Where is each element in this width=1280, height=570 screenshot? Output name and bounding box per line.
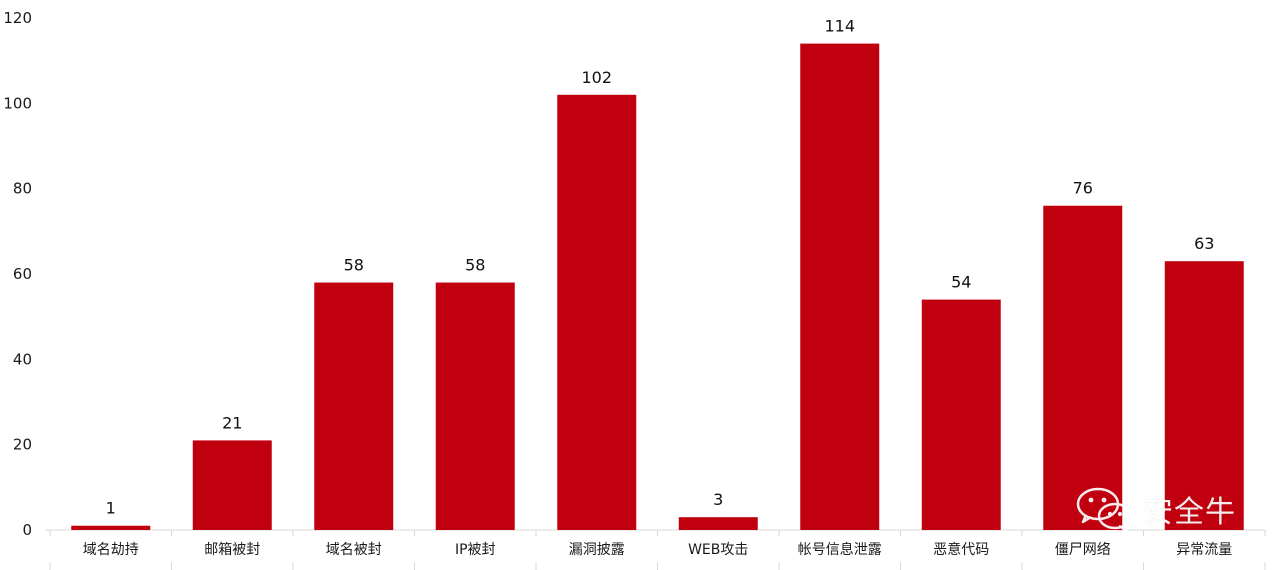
bar <box>192 440 272 530</box>
bar <box>800 43 880 530</box>
value-label: 76 <box>1073 179 1093 198</box>
category-label: 邮箱被封 <box>204 542 260 558</box>
bar <box>1043 205 1123 530</box>
value-label: 1 <box>106 499 116 518</box>
bar <box>71 525 151 530</box>
bar <box>678 517 758 530</box>
value-label: 102 <box>581 68 612 87</box>
category-label: 帐号信息泄露 <box>798 541 882 558</box>
value-label: 58 <box>465 256 485 275</box>
y-tick-label: 80 <box>13 180 32 198</box>
value-label: 21 <box>222 413 242 432</box>
bar <box>1164 261 1244 530</box>
category-label: WEB攻击 <box>688 542 748 558</box>
value-label: 54 <box>951 273 971 292</box>
bar <box>314 282 394 530</box>
y-tick-label: 40 <box>13 350 32 368</box>
value-label: 114 <box>824 17 855 36</box>
category-label: IP被封 <box>455 542 496 558</box>
category-label: 域名劫持 <box>83 542 139 558</box>
y-tick-label: 60 <box>13 265 32 283</box>
y-tick-label: 120 <box>3 9 32 27</box>
value-label: 63 <box>1194 234 1214 253</box>
value-label: 58 <box>344 256 364 275</box>
category-label: 域名被封 <box>326 542 382 558</box>
y-tick-label: 20 <box>13 436 32 454</box>
y-tick-label: 0 <box>22 521 32 539</box>
category-label: 漏洞披露 <box>569 542 625 558</box>
value-label: 3 <box>713 490 723 509</box>
category-label: 恶意代码 <box>933 541 989 558</box>
bar <box>921 299 1001 530</box>
bar <box>557 94 637 531</box>
category-label: 僵尸网络 <box>1055 542 1111 558</box>
category-label: 异常流量 <box>1176 542 1232 558</box>
y-tick-label: 100 <box>3 94 32 112</box>
bar <box>435 282 515 530</box>
